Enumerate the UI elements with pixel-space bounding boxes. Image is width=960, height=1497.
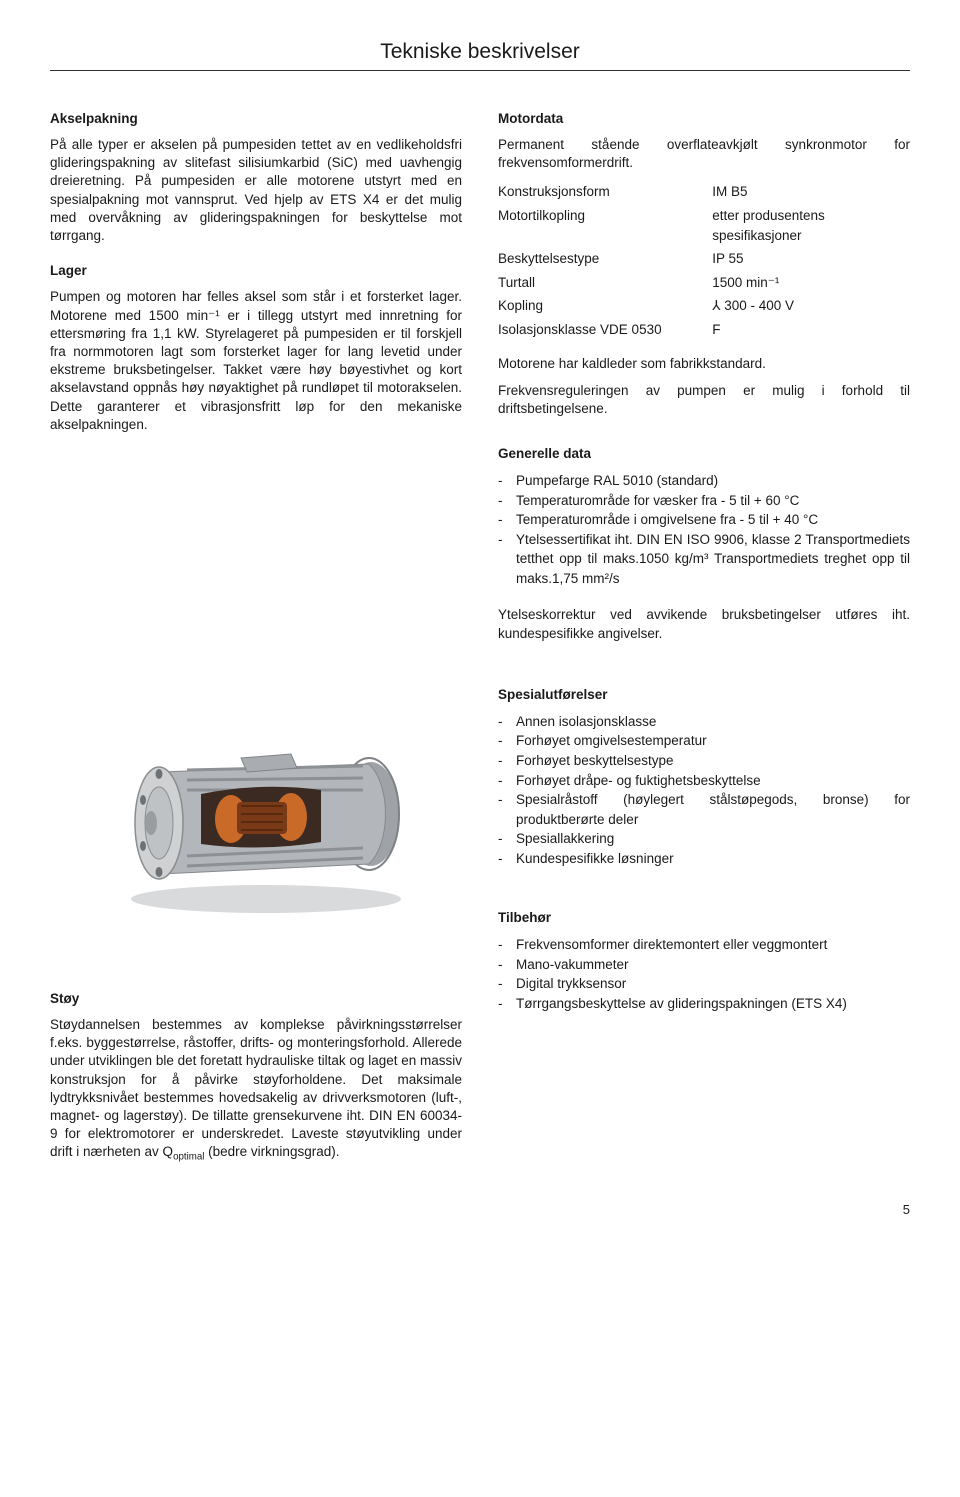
left-column: Akselpakning På alle typer er akselen på… — [50, 111, 462, 651]
table-row: Isolasjonsklasse VDE 0530F — [498, 318, 910, 342]
list-item: Digital trykksensor — [516, 974, 910, 994]
right-column: Motordata Permanent stående overflateavk… — [498, 111, 910, 651]
motordata-label: Isolasjonsklasse VDE 0530 — [498, 318, 712, 342]
right-column-lower: Spesialutførelser Annen isolasjonsklasse… — [498, 651, 910, 1170]
list-item: Annen isolasjonsklasse — [516, 712, 910, 732]
generelle-list: Pumpefarge RAL 5010 (standard)Temperatur… — [498, 471, 910, 588]
motordata-note-2: Frekvensreguleringen av pumpen er mulig … — [498, 382, 910, 418]
list-item: Forhøyet beskyttelsestype — [516, 751, 910, 771]
table-row: BeskyttelsestypeIP 55 — [498, 247, 910, 271]
motordata-label: Motortilkopling — [498, 204, 712, 247]
list-item: Tørrgangsbeskyttelse av glideringspaknin… — [516, 994, 910, 1014]
motordata-value: IP 55 — [712, 247, 910, 271]
motor-cutaway-figure — [50, 679, 462, 969]
table-row: Motortilkoplingetter produsentens spesif… — [498, 204, 910, 247]
table-row: KonstruksjonsformIM B5 — [498, 180, 910, 204]
tilbehor-list: Frekvensomformer direktemontert eller ve… — [498, 935, 910, 1013]
stoy-heading: Støy — [50, 991, 462, 1006]
motordata-value: 1500 min⁻¹ — [712, 271, 910, 295]
motordata-heading: Motordata — [498, 111, 910, 126]
generelle-heading: Generelle data — [498, 446, 910, 461]
motordata-label: Konstruksjonsform — [498, 180, 712, 204]
motordata-value: etter produsentens spesifikasjoner — [712, 204, 910, 247]
ytelseskorrektur-text: Ytelseskorrektur ved avvikende bruksbeti… — [498, 606, 910, 642]
motordata-value: F — [712, 318, 910, 342]
spesial-list: Annen isolasjonsklasseForhøyet omgivelse… — [498, 712, 910, 869]
list-item: Spesiallakkering — [516, 829, 910, 849]
stoy-body: Støydannelsen bestemmes av komplekse påv… — [50, 1016, 462, 1162]
lager-heading: Lager — [50, 263, 462, 278]
akselpakning-body: På alle typer er akselen på pumpesiden t… — [50, 136, 462, 245]
table-row: Kopling⅄ 300 - 400 V — [498, 294, 910, 318]
motordata-value: IM B5 — [712, 180, 910, 204]
list-item: Temperaturområde for væsker fra - 5 til … — [516, 491, 910, 511]
list-item: Spesialråstoff (høylegert stålstøpegods,… — [516, 790, 910, 829]
motordata-intro: Permanent stående overflateavkjølt synkr… — [498, 136, 910, 172]
lower-two-column: Støy Støydannelsen bestemmes av kompleks… — [50, 651, 910, 1170]
list-item: Frekvensomformer direktemontert eller ve… — [516, 935, 910, 955]
list-item: Temperaturområde i omgivelsene fra - 5 t… — [516, 510, 910, 530]
spesial-heading: Spesialutførelser — [498, 687, 910, 702]
list-item: Pumpefarge RAL 5010 (standard) — [516, 471, 910, 491]
motordata-label: Beskyttelsestype — [498, 247, 712, 271]
lager-body: Pumpen og motoren har felles aksel som s… — [50, 288, 462, 434]
motordata-label: Kopling — [498, 294, 712, 318]
motor-cutaway-svg — [91, 724, 421, 924]
motordata-table: KonstruksjonsformIM B5Motortilkoplingett… — [498, 180, 910, 341]
list-item: Mano-vakummeter — [516, 955, 910, 975]
tilbehor-heading: Tilbehør — [498, 910, 910, 925]
motordata-label: Turtall — [498, 271, 712, 295]
left-column-lower: Støy Støydannelsen bestemmes av kompleks… — [50, 651, 462, 1170]
table-row: Turtall1500 min⁻¹ — [498, 271, 910, 295]
list-item: Ytelsessertifikat iht. DIN EN ISO 9906, … — [516, 530, 910, 589]
list-item: Kundespesifikke løsninger — [516, 849, 910, 869]
upper-two-column: Akselpakning På alle typer er akselen på… — [50, 111, 910, 651]
akselpakning-heading: Akselpakning — [50, 111, 462, 126]
motordata-value: ⅄ 300 - 400 V — [712, 294, 910, 318]
motordata-note-1: Motorene har kaldleder som fabrikkstanda… — [498, 355, 910, 373]
page-title: Tekniske beskrivelser — [50, 40, 910, 64]
list-item: Forhøyet dråpe- og fuktighetsbeskyttelse — [516, 771, 910, 791]
page-number: 5 — [50, 1202, 910, 1217]
list-item: Forhøyet omgivelsestemperatur — [516, 731, 910, 751]
title-rule — [50, 70, 910, 71]
